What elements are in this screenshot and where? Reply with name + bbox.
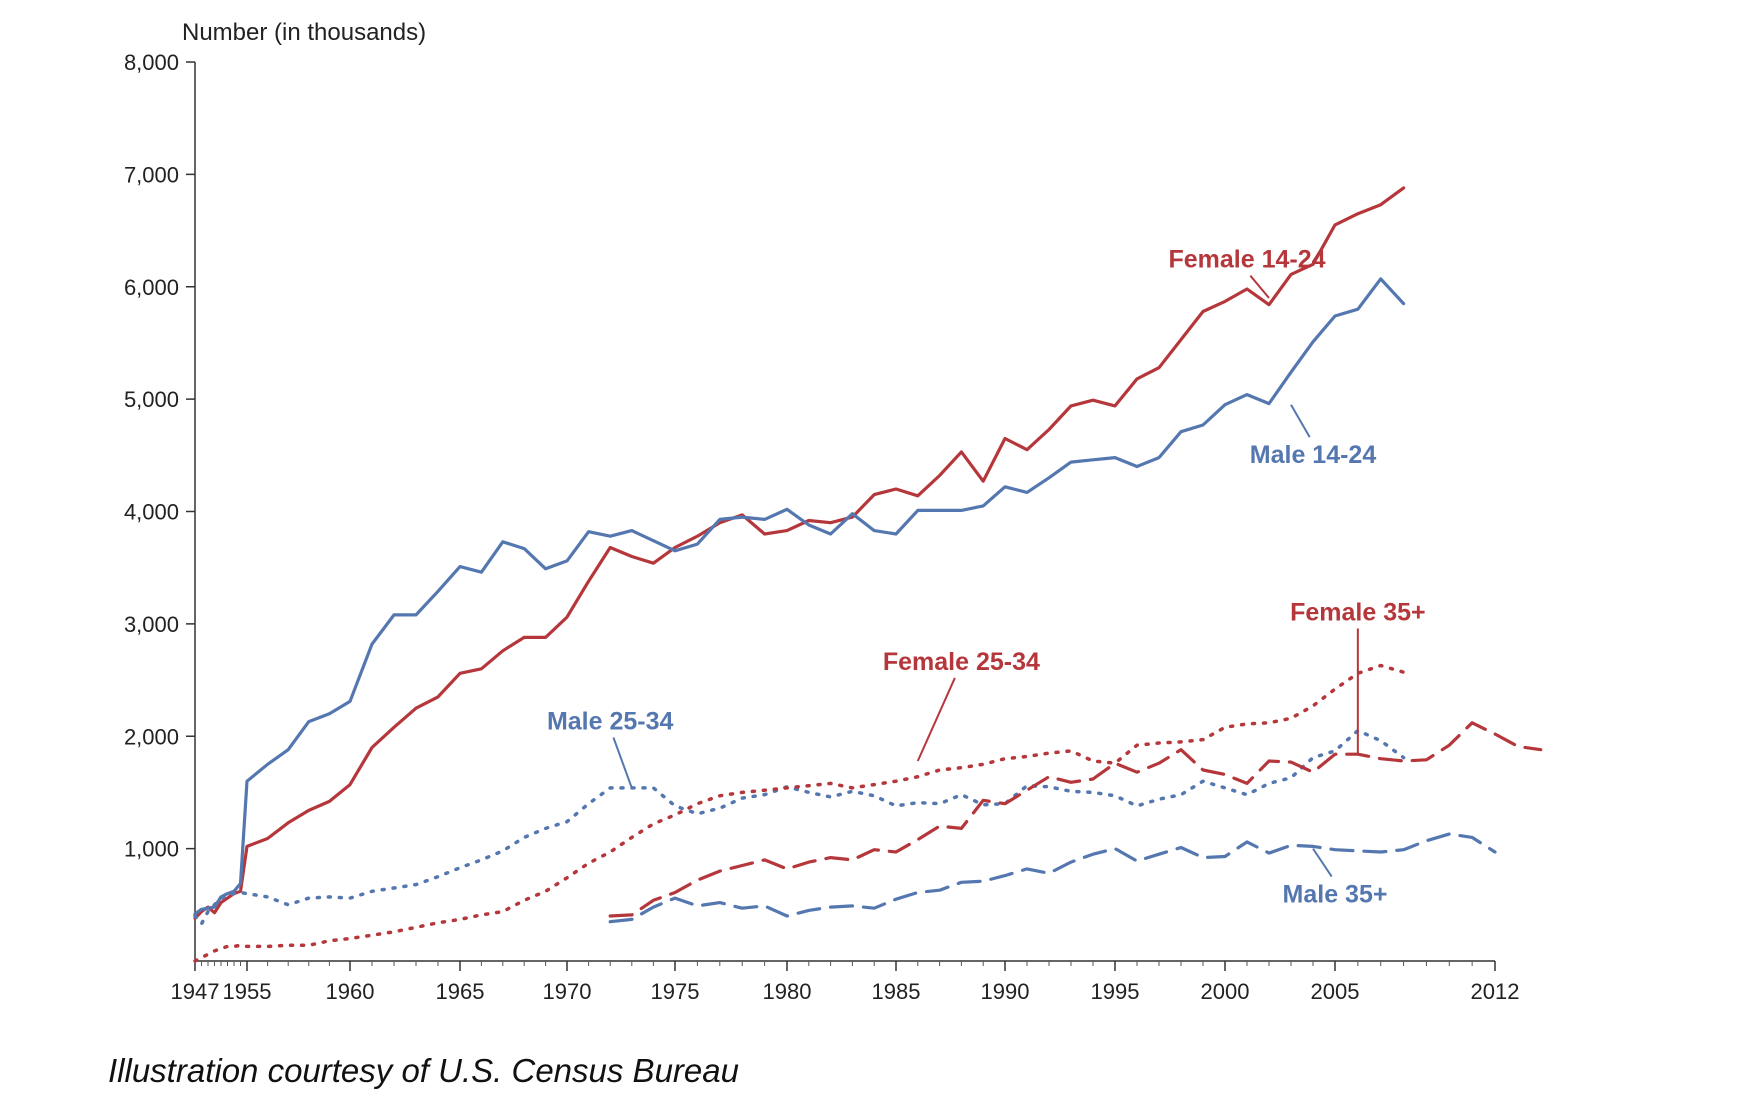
y-axis: 1,000 2,000 3,000 4,000 5,000 6,000 7,000 8,000 [124, 50, 196, 961]
image-credit: Illustration courtesy of U.S. Census Bur… [108, 1052, 739, 1089]
series-label-male-35-: Male 35+ [1283, 881, 1388, 909]
leader-line-female-14-24 [1249, 275, 1270, 299]
x-tick-label: 2005 [1311, 979, 1360, 1004]
series-line-male-25-34 [193, 728, 1406, 926]
series-line-female-35- [608, 721, 1543, 918]
x-tick-label: 1990 [981, 979, 1030, 1004]
series-lines [193, 186, 1543, 963]
x-tick-label: 1947 [171, 979, 220, 1004]
y-tick-label: 7,000 [124, 162, 179, 187]
series-labels: Female 14-24 Male 14-24 Male 25-34 Female 2… [547, 246, 1426, 909]
x-tick-label: 2000 [1201, 979, 1250, 1004]
leader-line-male-25-34 [612, 737, 633, 789]
x-tick-label: 1955 [223, 979, 272, 1004]
y-tick-label: 4,000 [124, 500, 179, 525]
leader-line-male-35- [1312, 848, 1333, 878]
x-tick-label: 1975 [651, 979, 700, 1004]
series-label-female-14-24: Female 14-24 [1168, 246, 1325, 274]
x-tick-label: 1980 [763, 979, 812, 1004]
series-line-female-25-34 [193, 663, 1406, 963]
y-tick-label: 2,000 [124, 724, 179, 749]
y-tick-label: 6,000 [124, 275, 179, 300]
y-tick-label: 1,000 [124, 837, 179, 862]
x-tick-label: 1985 [872, 979, 921, 1004]
x-tick-label: 2012 [1471, 979, 1520, 1004]
y-tick-label: 8,000 [124, 50, 179, 75]
series-line-female-14-24 [193, 186, 1406, 920]
series-label-female-25-34: Female 25-34 [883, 648, 1040, 676]
x-tick-label: 1965 [436, 979, 485, 1004]
y-tick-label: 3,000 [124, 612, 179, 637]
x-tick-label: 1995 [1091, 979, 1140, 1004]
leader-line-male-14-24 [1290, 404, 1311, 438]
y-axis-label: Number (in thousands) [182, 19, 426, 46]
y-tick-label: 5,000 [124, 387, 179, 412]
x-tick-label: 1960 [326, 979, 375, 1004]
x-axis: 1947 1955 1960 1965 1970 1975 1980 1985 1990 1995… [171, 960, 1520, 1004]
series-line-male-14-24 [193, 277, 1406, 916]
series-line-male-35- [608, 832, 1497, 924]
leader-line-female-25-34 [916, 677, 956, 762]
series-label-female-35-: Female 35+ [1290, 599, 1426, 627]
x-tick-label: 1970 [543, 979, 592, 1004]
series-label-male-25-34: Male 25-34 [547, 708, 674, 736]
series-label-male-14-24: Male 14-24 [1250, 441, 1377, 469]
